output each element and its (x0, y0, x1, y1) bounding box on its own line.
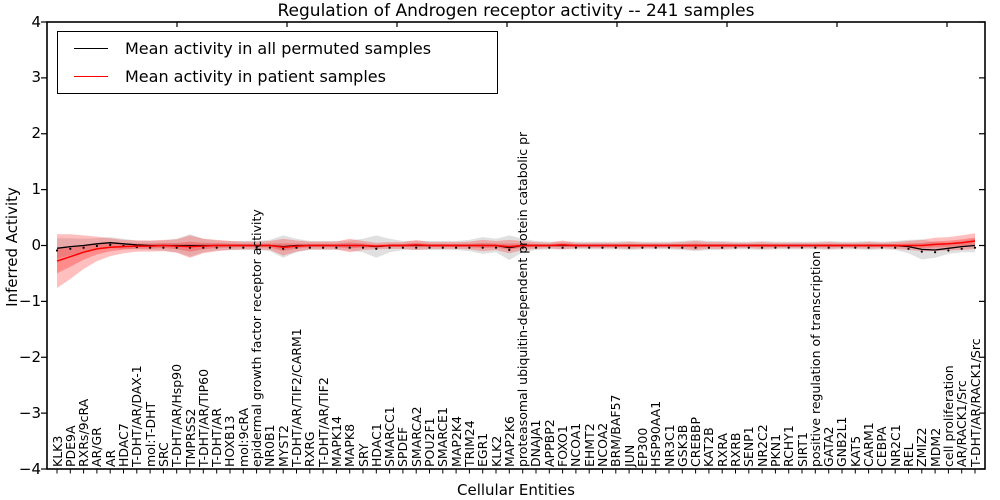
x-tick-label: PKN1 (767, 433, 783, 467)
x-tick-label: MAP2K4 (448, 416, 464, 467)
y-tick-label: 1 (31, 180, 41, 199)
x-tick-label: TRIM24 (461, 420, 477, 467)
chart-title: Regulation of Androgen receptor activity… (277, 1, 755, 21)
x-tick-label: GSK3B (674, 424, 690, 467)
red-line-swatch-icon (74, 76, 108, 78)
x-tick-label: NR2C2 (754, 424, 770, 467)
legend-label: Mean activity in all permuted samples (125, 38, 432, 58)
x-tick-label: MAPK8 (342, 423, 358, 467)
x-tick-label: MDM2 (927, 427, 943, 467)
legend-item-permuted: Mean activity in all permuted samples (58, 34, 497, 62)
x-tick-label: SMARCE1 (435, 407, 451, 467)
x-tick-label: T-DHT/AR/RACK1/Src (967, 338, 983, 467)
x-tick-label: CEBPA (874, 426, 890, 468)
x-tick-label: AR (102, 449, 118, 467)
x-tick-label: MAPK14 (328, 416, 344, 467)
x-tick-label: TMPRSS2 (182, 408, 198, 467)
x-tick-label: MAP2K6 (501, 416, 517, 467)
y-tick-label: −3 (18, 403, 41, 422)
x-tick-label: mol:T-DHT (142, 401, 158, 467)
x-tick-label: HDAC1 (368, 423, 384, 467)
x-tick-label: T-DHT/AR/TIF2 (315, 377, 331, 467)
x-tick-label: KAT2B (701, 427, 717, 467)
x-tick-label: NR0B1 (262, 424, 278, 467)
x-tick-label: NR3C1 (661, 424, 677, 467)
x-tick-label: positive regulation of transcription (807, 251, 823, 467)
x-tick-label: RXRG (302, 431, 318, 467)
y-tick-label: −1 (18, 291, 41, 310)
x-tick-label: T-DHT/AR/DAX-1 (129, 365, 145, 467)
x-axis-label: Cellular Entities (457, 481, 575, 499)
x-tick-label: KAT5 (847, 435, 863, 467)
x-tick-label: AR/RACK1/Src (954, 380, 970, 467)
x-tick-label: cell proliferation (940, 365, 956, 467)
x-tick-label: NCOA1 (568, 422, 584, 467)
y-tick-label: 3 (31, 68, 41, 87)
x-tick-label: mol:9cRA (235, 407, 251, 467)
y-tick-label: −4 (18, 459, 41, 478)
x-tick-label: SENP1 (741, 426, 757, 467)
x-tick-label: PDE9A (62, 425, 78, 467)
legend: Mean activity in all permuted samples Me… (57, 31, 498, 94)
legend-item-patient: Mean activity in patient samples (58, 63, 497, 91)
x-tick-label: NR2C1 (887, 424, 903, 467)
x-tick-label: DNAJA1 (528, 419, 544, 468)
black-line-swatch-icon (74, 47, 108, 49)
x-tick-label: proteasomal ubiquitin-dependent protein … (515, 131, 531, 467)
x-tick-label: RCHY1 (781, 425, 797, 467)
x-tick-label: HSP90AA1 (648, 400, 664, 467)
x-tick-label: T-DHT/AR/TIP60 (195, 368, 211, 467)
x-tick-label: KLK3 (49, 435, 65, 467)
x-tick-label: SMARCA2 (408, 406, 424, 467)
x-tick-label: AR/GR (89, 427, 105, 467)
x-tick-label: EGR1 (475, 432, 491, 467)
x-tick-label: APPBP2 (541, 419, 557, 467)
x-tick-label: KLK2 (488, 435, 504, 467)
x-tick-label: BRM/BAF57 (608, 394, 624, 467)
x-tick-label: SRC (155, 442, 171, 467)
x-tick-label: HOXB13 (222, 415, 238, 467)
x-tick-label: MYST2 (275, 425, 291, 467)
x-tick-label: EP300 (634, 427, 650, 467)
y-tick-label: −2 (18, 347, 41, 366)
y-tick-label: 2 (31, 124, 41, 143)
x-tick-label: T-DHT/AR/Hsp90 (169, 363, 185, 467)
y-tick-label: 0 (31, 236, 41, 254)
x-tick-label: RXRA (714, 433, 730, 467)
x-tick-label: SRY (355, 443, 371, 467)
x-tick-label: JUN (621, 444, 637, 467)
x-tick-label: GNB2L1 (834, 416, 850, 467)
y-tick-label: 4 (31, 12, 41, 31)
x-tick-label: SIRT1 (794, 432, 810, 467)
x-tick-label: EHMT2 (581, 423, 597, 467)
x-tick-label: SPDEF (395, 426, 411, 467)
legend-label: Mean activity in patient samples (125, 67, 386, 87)
x-tick-label: ZMIZ2 (914, 427, 930, 467)
